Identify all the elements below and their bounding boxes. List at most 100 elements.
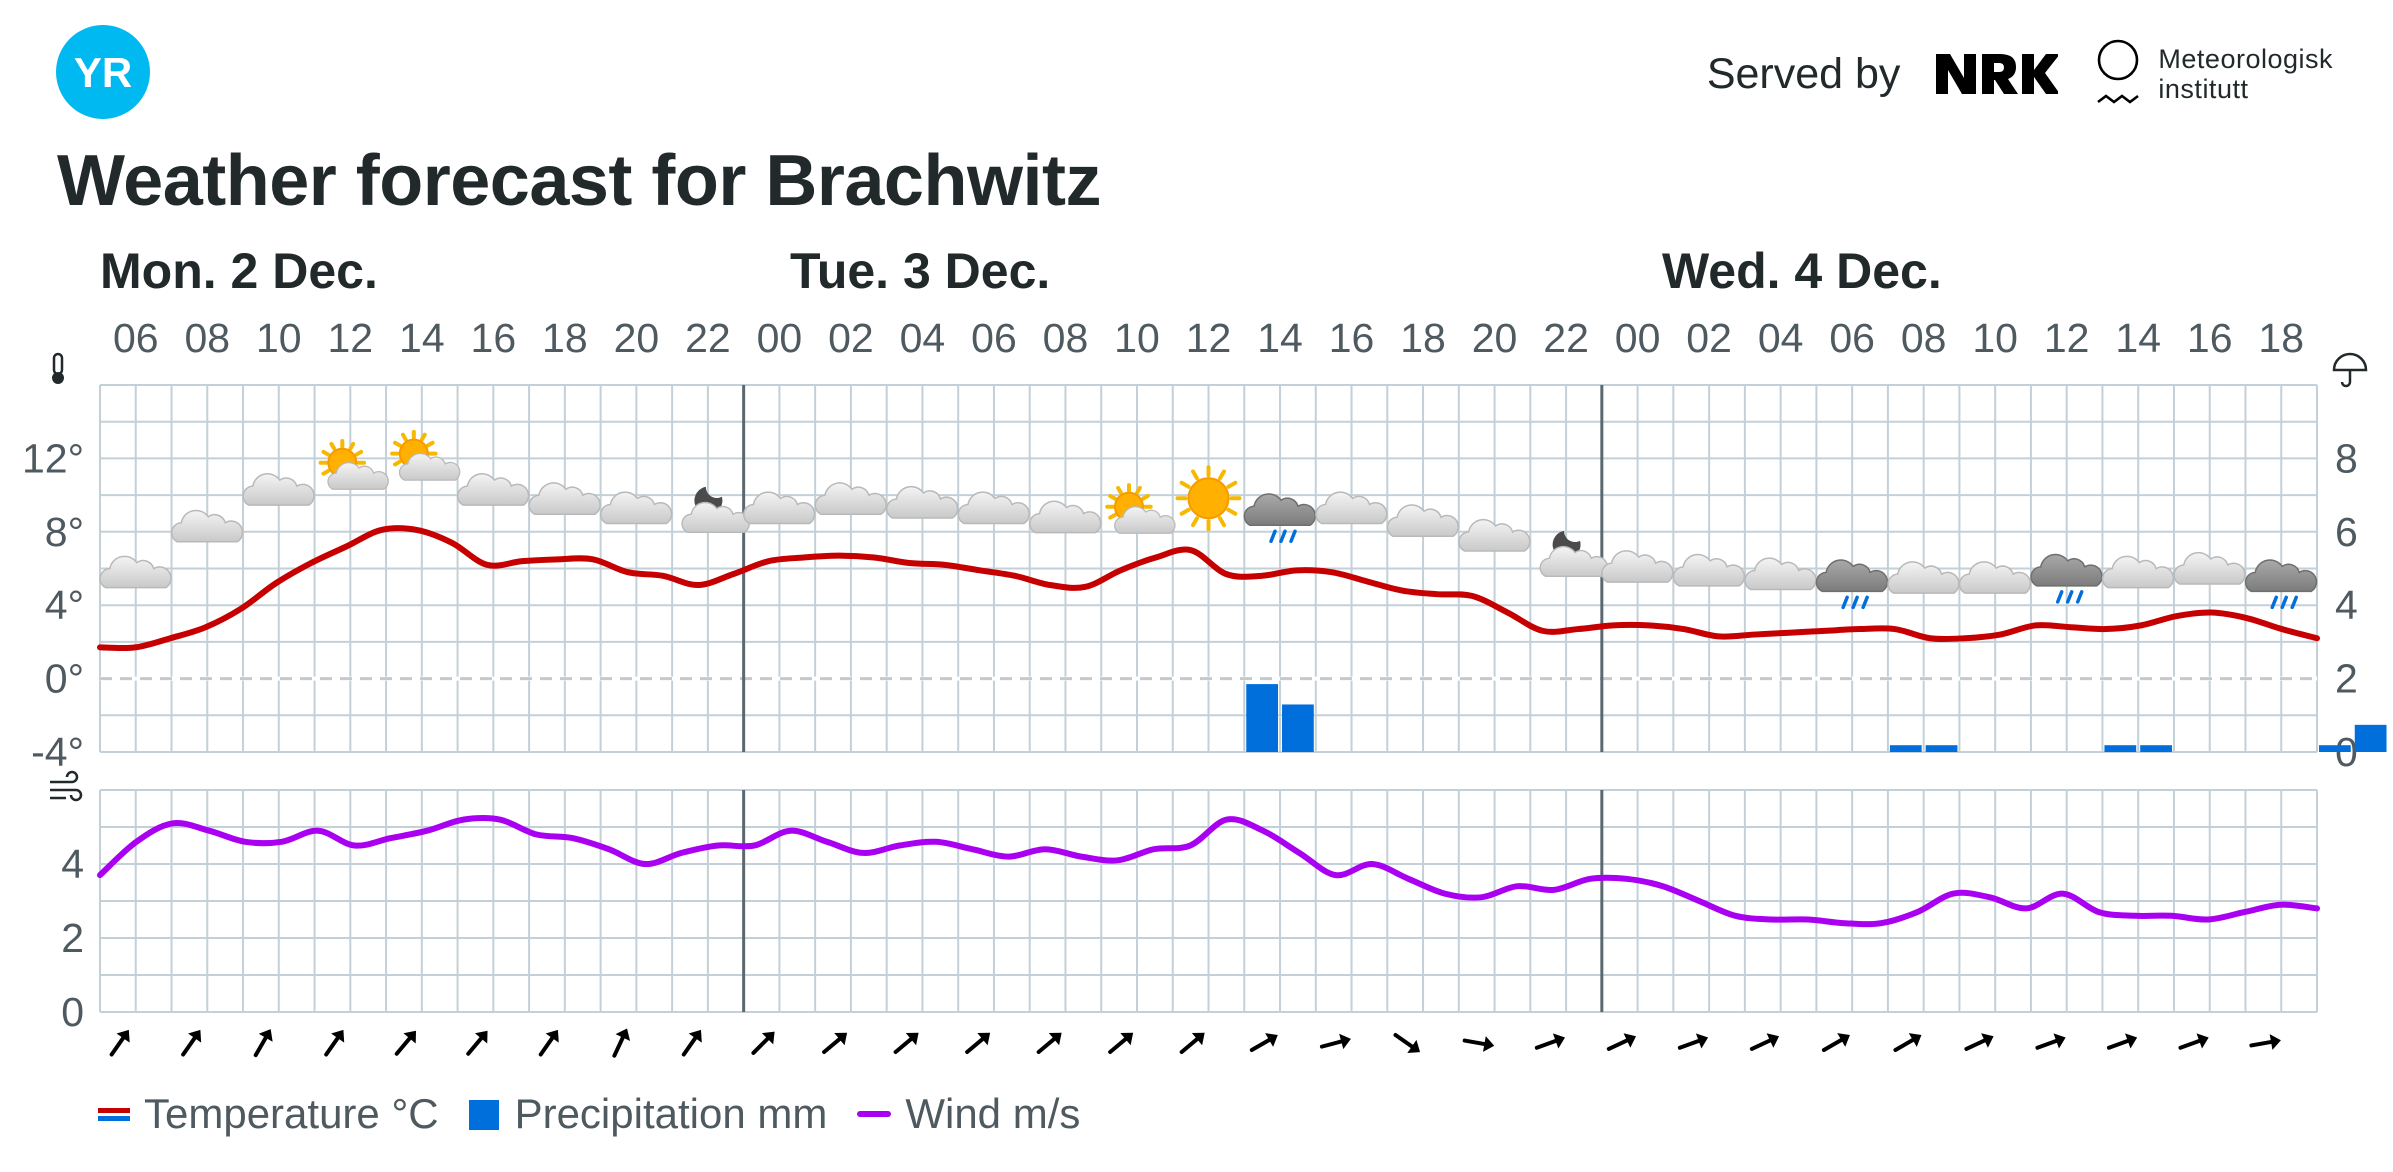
sun-ray xyxy=(419,432,427,442)
thermometer-bulb xyxy=(52,372,64,384)
wind-arrow-icon xyxy=(2178,1033,2209,1050)
precipitation-tick-label: 2 xyxy=(2335,656,2358,702)
hour-tick-label: 16 xyxy=(1329,315,1375,361)
wind-arrow-head xyxy=(1191,1032,1205,1046)
sun-ray xyxy=(1108,512,1118,520)
wind-arrow-head xyxy=(474,1030,488,1044)
sun-ray xyxy=(1191,516,1199,528)
cloud-icon xyxy=(957,491,1030,525)
cloud-shape xyxy=(886,485,959,519)
rain-drop xyxy=(2075,590,2084,604)
served-by-label: Served by xyxy=(1706,49,1901,98)
wind-arrow-head xyxy=(1766,1033,1780,1048)
precipitation-bar xyxy=(1282,704,1314,752)
wind-arrow-icon xyxy=(751,1031,775,1055)
hour-tick-label: 02 xyxy=(1686,315,1732,361)
hour-tick-label: 20 xyxy=(614,315,660,361)
temperature-tick-label: 4° xyxy=(45,582,84,628)
cloud-icon xyxy=(456,473,530,506)
cloud-body xyxy=(1672,553,1746,587)
legend-wind-swatch xyxy=(857,1111,892,1117)
temperature-tick-label: 12° xyxy=(22,435,84,481)
cloud-body xyxy=(456,473,530,506)
cloud-body xyxy=(1458,518,1531,552)
cloud-icon xyxy=(1386,504,1460,538)
cloud-shape xyxy=(1386,504,1460,538)
cloud-shape xyxy=(242,473,315,506)
rain-drop xyxy=(2280,595,2288,610)
hour-tick-label: 14 xyxy=(2115,315,2161,361)
rain-icon xyxy=(1815,559,1889,610)
cloud-icon xyxy=(743,491,816,525)
hour-tick-label: 10 xyxy=(1972,315,2018,361)
rain-drop xyxy=(2270,595,2278,610)
cloud-body xyxy=(327,462,389,490)
wind-arrow-head xyxy=(1552,1033,1566,1049)
thermometer-stem xyxy=(52,352,64,376)
cloud-body xyxy=(2101,555,2175,589)
sun-ray xyxy=(393,459,402,467)
hour-tick-label: 08 xyxy=(184,315,230,361)
wind-arrow-head xyxy=(1482,1036,1495,1052)
hour-tick-label: 16 xyxy=(2187,315,2233,361)
wind-tick-label: 0 xyxy=(61,989,84,1035)
cloud-shape xyxy=(681,501,751,534)
sun-ray xyxy=(321,468,331,476)
wind-arrow-head xyxy=(1837,1033,1850,1047)
sun-ray xyxy=(1226,507,1238,516)
legend-temperature-label: Temperature °C xyxy=(144,1090,439,1137)
cloud-body xyxy=(957,491,1030,525)
cloud-body xyxy=(2173,552,2246,585)
cloud-shape xyxy=(1243,493,1316,527)
hour-tick-label: 04 xyxy=(1758,315,1804,361)
cloud-shape xyxy=(327,462,389,490)
legend-precipitation-label: Precipitation mm xyxy=(514,1090,828,1137)
wind-tick-label: 2 xyxy=(61,915,84,961)
wind-arrow-icon xyxy=(1749,1033,1780,1051)
precipitation-bar xyxy=(2104,745,2137,752)
partly-sun-icon xyxy=(1105,483,1176,534)
wind-arrow-head xyxy=(2269,1034,2281,1050)
wind-arrow-head xyxy=(688,1029,702,1043)
wind-arrow-icon xyxy=(822,1032,848,1054)
wind-arrow-head xyxy=(905,1032,919,1046)
wind-tick-label: 4 xyxy=(61,841,84,887)
cloud-body xyxy=(99,555,172,589)
sun-ray xyxy=(1191,469,1199,481)
wind-arrow-head xyxy=(1048,1032,1062,1046)
hour-tick-label: 00 xyxy=(757,315,803,361)
rain-drop xyxy=(1269,529,1277,544)
precipitation-bar xyxy=(1246,684,1279,752)
legend-wind-label: Wind m/s xyxy=(905,1090,1081,1137)
sun-ray xyxy=(1218,516,1226,528)
met-logo-text: Meteorologisk institutt xyxy=(2158,44,2333,104)
cloud-body xyxy=(2030,553,2103,587)
served-by-block: Served by Meteorologisk institutt xyxy=(1707,36,2333,112)
sun-icon xyxy=(1175,465,1242,532)
cloud-shape xyxy=(1672,553,1746,587)
met-logo xyxy=(2097,39,2140,104)
cloud-icon xyxy=(1601,550,1674,583)
cloud-body xyxy=(1539,545,1609,578)
hour-tick-label: 02 xyxy=(828,315,874,361)
cloud-shape xyxy=(1029,500,1102,534)
hour-tick-label: 10 xyxy=(256,315,302,361)
wind-arrow-icon xyxy=(1606,1033,1637,1051)
sun-ray xyxy=(1108,493,1118,501)
cloud-body xyxy=(1958,561,2032,594)
moon-cloud-icon xyxy=(1539,530,1609,578)
day-label: Mon. 2 Dec. xyxy=(100,243,378,299)
legend-wind: Wind m/s xyxy=(857,1090,1080,1138)
hour-tick-label: 08 xyxy=(1901,315,1947,361)
sun-shape xyxy=(1175,465,1242,532)
hour-tick-label: 22 xyxy=(1543,315,1589,361)
cloud-body xyxy=(398,452,461,481)
wind-arrow-icon xyxy=(1249,1033,1278,1052)
precipitation-tick-label: 4 xyxy=(2335,582,2358,628)
wind-arrow-icon xyxy=(1821,1033,1850,1052)
wind-arrow-icon xyxy=(612,1028,631,1058)
cloud-shape xyxy=(1315,491,1388,525)
cloud-icon xyxy=(1744,557,1817,591)
cloud-shape xyxy=(1744,557,1817,591)
hour-tick-label: 06 xyxy=(971,315,1017,361)
